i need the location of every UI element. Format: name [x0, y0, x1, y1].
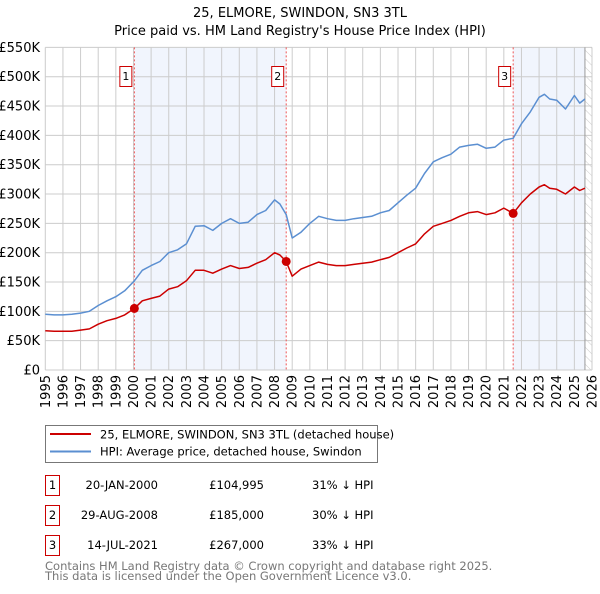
- y-tick-label: £0: [23, 364, 40, 379]
- sale-label-number: 1: [122, 70, 129, 83]
- x-tick-label: 2005: [215, 375, 230, 408]
- x-tick-label: 2024: [550, 375, 565, 408]
- y-tick-label: £350K: [0, 158, 40, 173]
- x-tick-label: 2004: [198, 375, 213, 408]
- x-tick-label: 2016: [409, 375, 424, 408]
- legend: 25, ELMORE, SWINDON, SN3 3TL (detached h…: [46, 426, 395, 463]
- x-tick-label: 2026: [586, 375, 600, 408]
- sale-price: £185,000: [209, 508, 264, 522]
- y-tick-label: £200K: [0, 246, 40, 261]
- x-tick-label: 2014: [374, 375, 389, 408]
- x-tick-label: 1999: [109, 375, 124, 408]
- x-tick-label: 2009: [286, 375, 301, 408]
- sale-hpi-diff: 30% ↓ HPI: [312, 508, 373, 522]
- legend-label-hpi: HPI: Average price, detached house, Swin…: [100, 445, 362, 459]
- sale-number: 3: [49, 538, 56, 552]
- chart-title: 25, ELMORE, SWINDON, SN3 3TL: [193, 6, 408, 21]
- x-tick-label: 2017: [427, 375, 442, 408]
- sale-price: £267,000: [209, 538, 264, 552]
- legend-label-property: 25, ELMORE, SWINDON, SN3 3TL (detached h…: [100, 428, 394, 442]
- y-tick-label: £400K: [0, 129, 40, 144]
- y-tick-label: £450K: [0, 100, 40, 115]
- y-tick-label: £250K: [0, 217, 40, 232]
- x-tick-label: 2010: [303, 375, 318, 408]
- sale-number: 2: [49, 508, 56, 522]
- x-tick-label: 1998: [92, 375, 107, 408]
- x-tick-label: 2006: [233, 375, 248, 408]
- sales-table: 1 20-JAN-2000 £104,995 31% ↓ HPI 2 29-AUG-200…: [46, 476, 374, 556]
- y-tick-label: £100K: [0, 305, 40, 320]
- sale-label-number: 3: [501, 70, 508, 83]
- sale-point: [282, 257, 291, 266]
- x-tick-label: 2002: [162, 375, 177, 408]
- x-tick-label: 1996: [56, 375, 71, 408]
- y-tick-label: £500K: [0, 70, 40, 85]
- footer-line-2: This data is licensed under the Open Gov…: [44, 569, 411, 583]
- x-tick-label: 2025: [568, 375, 583, 408]
- x-tick-label: 2013: [356, 375, 371, 408]
- sale-price: £104,995: [209, 478, 264, 492]
- y-tick-label: £550K: [0, 41, 40, 56]
- y-tick-label: £150K: [0, 276, 40, 291]
- x-tick-label: 2018: [444, 375, 459, 408]
- y-tick-label: £50K: [7, 334, 41, 349]
- sale-hpi-diff: 31% ↓ HPI: [312, 478, 373, 492]
- x-tick-label: 2020: [480, 375, 495, 408]
- x-tick-label: 2001: [145, 375, 160, 408]
- x-tick-label: 2007: [250, 375, 265, 408]
- sale-point: [130, 304, 139, 313]
- x-tick-label: 2015: [392, 375, 407, 408]
- x-tick-label: 2008: [268, 375, 283, 408]
- sale-point: [509, 209, 518, 218]
- future-hatch: [585, 47, 592, 370]
- sale-date: 29-AUG-2008: [81, 508, 158, 522]
- ownership-shade-1: [134, 47, 286, 370]
- sale-hpi-diff: 33% ↓ HPI: [312, 538, 373, 552]
- sale-number: 1: [49, 478, 56, 492]
- x-tick-label: 2003: [180, 375, 195, 408]
- sale-date: 14-JUL-2021: [87, 538, 158, 552]
- x-tick-label: 2023: [533, 375, 548, 408]
- sale-label-number: 2: [274, 70, 281, 83]
- y-tick-label: £300K: [0, 188, 40, 203]
- x-tick-label: 2019: [462, 375, 477, 408]
- x-tick-label: 2011: [321, 375, 336, 408]
- x-tick-label: 2012: [339, 375, 354, 408]
- sale-date: 20-JAN-2000: [86, 478, 159, 492]
- x-tick-label: 2021: [497, 375, 512, 408]
- x-tick-label: 2000: [127, 375, 142, 408]
- chart-subtitle: Price paid vs. HM Land Registry's House …: [114, 24, 486, 39]
- x-tick-label: 1997: [74, 375, 89, 408]
- x-tick-label: 2022: [515, 375, 530, 408]
- x-tick-label: 1995: [39, 375, 54, 408]
